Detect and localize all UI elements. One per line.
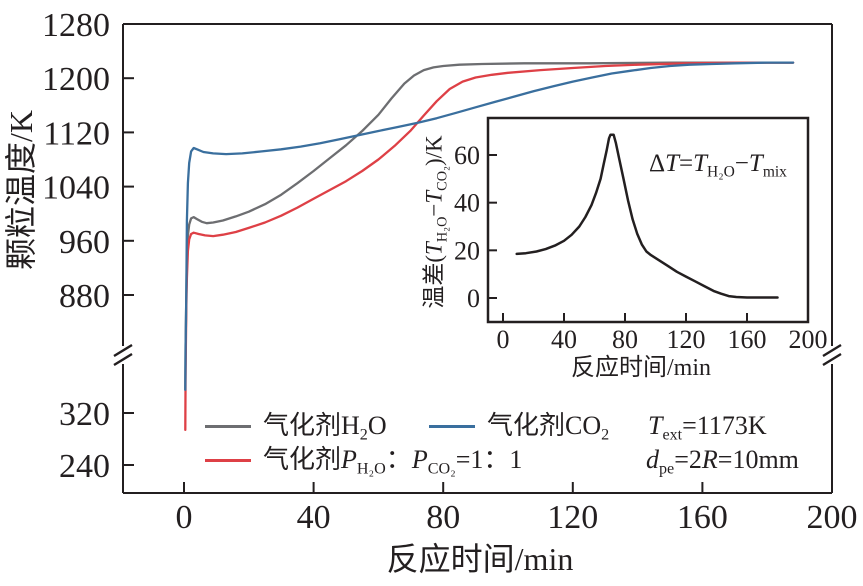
x-tick-label: 40 (297, 499, 331, 536)
x-tick-label: 80 (426, 499, 460, 536)
text-segment: =1173K (682, 411, 767, 440)
text-segment: H₂O (356, 460, 386, 478)
inset-x-tick-label: 40 (551, 325, 577, 354)
text-segment: T (421, 242, 447, 255)
y-axis-label: 颗粒温度/K (3, 110, 39, 270)
text-segment: 2 (601, 426, 610, 444)
text-segment: Δ (649, 150, 666, 177)
inset-y-tick-label: 0 (467, 284, 480, 313)
inset-y-tick-label: 60 (454, 141, 480, 170)
x-tick-label: 0 (176, 499, 193, 536)
inset-x-axis-label: 反应时间/min (571, 354, 711, 381)
inset-x-tick-label: 80 (612, 325, 638, 354)
text-segment: )/K (421, 135, 447, 167)
y-tick-label: 1200 (42, 61, 110, 98)
text-segment: − (421, 203, 447, 217)
text-segment: T (665, 150, 679, 177)
inset-x-tick-label: 0 (497, 325, 510, 354)
text-segment: O (367, 411, 387, 440)
inset-x-tick-label: 200 (789, 325, 828, 354)
text-segment: = (678, 150, 694, 177)
inset-frame (486, 116, 810, 324)
text-segment: mix (762, 163, 787, 181)
series-line-h2o (184, 61, 795, 391)
text-segment: 气化剂CO (487, 411, 602, 440)
text-segment: =10mm (717, 445, 799, 474)
legend-label-co2: 气化剂CO2 (487, 411, 610, 444)
text-segment: =1：1 (455, 445, 523, 474)
text-segment: d (646, 445, 659, 474)
inset-x-tick-label: 120 (667, 325, 706, 354)
inset-curve-delta-t (515, 133, 779, 299)
axis-break-mark (113, 343, 133, 367)
text-segment: H₂O (434, 216, 451, 243)
text-segment: ext (662, 426, 683, 444)
annotation-d-pe: dpe=2R=10mm (646, 445, 799, 478)
text-segment: T (648, 411, 663, 440)
annotation-t-ext: Text=1173K (648, 411, 767, 444)
legend-swatch-h2o (205, 424, 251, 428)
x-tick-label: 200 (807, 499, 858, 536)
text-segment: =2 (674, 445, 702, 474)
series-line-co2 (184, 61, 795, 391)
text-segment: T (693, 150, 707, 177)
text-segment: P (341, 445, 357, 474)
text-segment: H₂O (707, 163, 735, 181)
inset-x-tick-label: 160 (728, 325, 767, 354)
text-segment: − (734, 150, 749, 177)
y-tick-label: 880 (59, 278, 110, 315)
text-segment: CO₂ (434, 166, 451, 191)
y-tick-label: 1120 (43, 115, 110, 152)
legend-label-mix: 气化剂PH₂O：PCO₂=1：1 (263, 445, 523, 478)
legend-label-h2o: 气化剂H2O (263, 411, 387, 444)
legend-swatch-mix (205, 458, 251, 462)
y-tick-label: 960 (59, 224, 110, 261)
x-tick-label: 120 (547, 499, 598, 536)
legend-item-h2o: 气化剂H2O (205, 411, 387, 444)
legend-item-mix: 气化剂PH₂O：PCO₂=1：1 (205, 445, 523, 478)
x-axis-label: 反应时间/min (387, 541, 574, 577)
text-segment: T (421, 190, 447, 204)
y-tick-label: 320 (59, 396, 110, 433)
text-segment: ： (385, 445, 412, 474)
text-segment: T (748, 150, 763, 177)
text-segment: CO₂ (427, 460, 456, 478)
text-segment: R (701, 445, 718, 474)
y-tick-label: 1040 (42, 170, 110, 207)
text-segment: 温差( (421, 254, 447, 309)
x-tick-label: 160 (677, 499, 728, 536)
axis-break-mark (822, 343, 842, 367)
text-segment: 气化剂H (263, 411, 360, 440)
y-tick-label: 1280 (42, 7, 110, 44)
text-segment: 气化剂 (263, 445, 342, 474)
inset-y-tick-label: 40 (454, 189, 480, 218)
text-segment: 2 (359, 426, 368, 444)
inset-delta-annotation: ΔT=TH₂O−Tmix (649, 150, 787, 181)
text-segment: pe (659, 460, 675, 478)
legend-item-co2: 气化剂CO2 (429, 411, 610, 444)
inset-y-axis-label: 温差(TH₂O−TCO₂)/K (421, 135, 450, 309)
text-segment: P (411, 445, 428, 474)
y-tick-label: 240 (59, 448, 110, 485)
inset-y-tick-label: 20 (454, 236, 480, 265)
series-line-mix (184, 61, 795, 432)
legend-swatch-co2 (429, 424, 475, 428)
